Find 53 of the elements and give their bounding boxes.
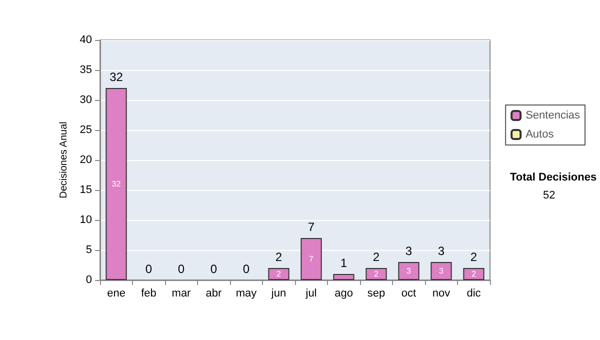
bar — [430, 262, 452, 280]
y-axis-title: Decisiones Anual — [58, 122, 70, 198]
text: 52 — [543, 190, 556, 202]
total-label: 3 — [405, 244, 412, 258]
total-label: 7 — [308, 220, 315, 234]
total-label: 3 — [438, 244, 445, 258]
total-label: 2 — [275, 250, 282, 264]
y-tick-label: 20 — [80, 154, 92, 166]
total-label: 2 — [470, 250, 478, 264]
bar — [398, 262, 420, 280]
x-tick-label: jun — [270, 288, 286, 300]
y-tick-label: 30 — [80, 94, 92, 106]
x-tick-label: may — [236, 288, 258, 300]
legend-label: Autos — [526, 128, 554, 140]
x-tick-label: ene — [107, 288, 126, 300]
x-tick-label: sep — [367, 288, 386, 300]
y-tick-label: 15 — [80, 184, 92, 196]
total-label: 32 — [110, 70, 124, 84]
total-label: 0 — [145, 262, 152, 276]
bar — [366, 268, 387, 280]
bar — [333, 274, 354, 280]
data-label: 3 — [406, 266, 412, 276]
y-tick-label: 0 — [86, 274, 92, 286]
total-label: 0 — [210, 262, 218, 276]
x-tick-label: mar — [172, 288, 192, 300]
data-label: 2 — [374, 270, 380, 278]
text: Total Decisiones — [510, 172, 597, 184]
x-tick-label: ago — [334, 288, 353, 300]
total-label: 0 — [242, 262, 250, 276]
total-label: 0 — [178, 262, 185, 276]
data-label: 7 — [309, 254, 314, 264]
data-label: 2 — [276, 270, 282, 278]
bar — [300, 238, 322, 280]
bar — [106, 88, 127, 280]
legend-label: Sentencias — [526, 110, 580, 122]
total-label: 2 — [372, 250, 380, 264]
y-tick-label: 35 — [80, 64, 92, 76]
y-tick-label: 10 — [80, 214, 92, 226]
y-tick-label: 25 — [80, 124, 92, 136]
total-label: 1 — [340, 256, 348, 270]
x-tick-label: feb — [141, 288, 156, 300]
bar — [463, 268, 484, 280]
y-tick-label: 40 — [80, 34, 92, 46]
y-tick-label: 5 — [86, 244, 92, 256]
x-tick-label: jul — [304, 288, 317, 300]
data-label: 32 — [112, 180, 122, 188]
x-tick-label: dic — [466, 288, 482, 300]
bar — [268, 268, 290, 280]
data-label: 2 — [472, 270, 477, 278]
data-label: 3 — [439, 266, 444, 276]
x-tick-label: abr — [206, 288, 222, 300]
x-tick-label: oct — [401, 288, 416, 300]
x-tick-label: nov — [432, 288, 451, 300]
